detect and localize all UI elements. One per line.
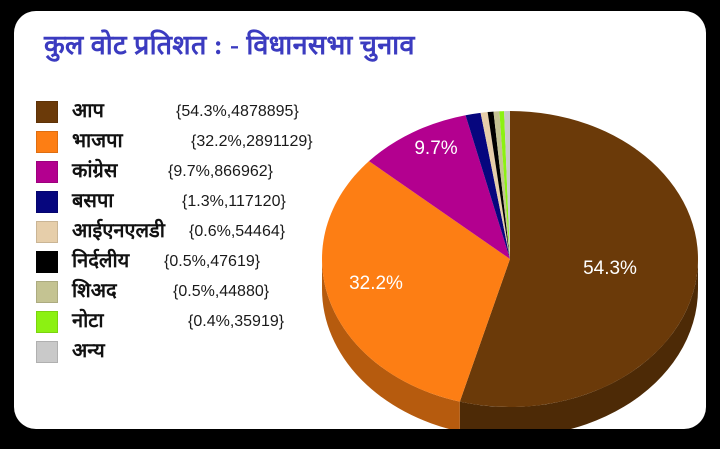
legend-item-label: शिअद (72, 280, 117, 302)
slice-label-aap: 54.3% (583, 258, 637, 279)
legend-color-swatch (36, 161, 58, 183)
legend-color-swatch (36, 341, 58, 363)
legend-color-swatch (36, 251, 58, 273)
slice-label-bjp: 32.2% (349, 273, 403, 294)
pie-slice[interactable] (504, 110, 510, 259)
page-title: कुल वोट प्रतिशत : - विधानसभा चुनाव (44, 30, 415, 60)
legend-item-label: नोटा (72, 310, 104, 332)
chart-legend: आप {54.3%,4878895} भाजपा {32.2%,2891129} कां… (36, 97, 326, 367)
legend-item-label: निर्दलीय (72, 250, 130, 272)
pie-slice[interactable] (480, 112, 510, 259)
legend-color-swatch (36, 101, 58, 123)
pie-3d-depth-group (322, 259, 698, 429)
pie-slice-labels-group: 54.3% 32.2% 9.7% (349, 138, 637, 294)
pie-chart-svg: 54.3% 32.2% 9.7% (322, 110, 699, 429)
legend-color-swatch (36, 191, 58, 213)
legend-item-label: आईएनएलडी (72, 220, 165, 242)
legend-item-label: अन्य (72, 340, 105, 362)
legend-item[interactable]: नोटा {0.4%,35919} (36, 307, 326, 337)
pie-slice-depth (459, 259, 698, 429)
legend-item[interactable]: निर्दलीय {0.5%,47619} (36, 247, 326, 277)
legend-item-value: {0.5%,44880} (173, 283, 270, 300)
legend-item-value: {54.3%,4878895} (176, 103, 299, 120)
pie-slice[interactable] (368, 115, 510, 259)
legend-item[interactable]: शिअद {0.5%,44880} (36, 277, 326, 307)
legend-color-swatch (36, 281, 58, 303)
pie-slice[interactable] (493, 111, 510, 260)
legend-item-value: {0.5%,47619} (164, 253, 261, 270)
pie-slice-depth (322, 259, 460, 429)
legend-item[interactable]: बसपा {1.3%,117120} (36, 187, 326, 217)
legend-color-swatch (36, 131, 58, 153)
pie-slice[interactable] (322, 161, 510, 402)
legend-color-swatch (36, 311, 58, 333)
pie-slice[interactable] (465, 112, 510, 259)
legend-item-value: {32.2%,2891129} (191, 133, 313, 150)
legend-item-value: {1.3%,117120} (182, 193, 286, 210)
pie-slice[interactable] (459, 111, 699, 407)
legend-item[interactable]: कांग्रेस {9.7%,866962} (36, 157, 326, 187)
legend-color-swatch (36, 221, 58, 243)
legend-item-value: {9.7%,866962} (168, 163, 273, 180)
legend-item-value: {0.4%,35919} (188, 313, 285, 330)
legend-item-label: आप (72, 100, 104, 122)
legend-item[interactable]: आईएनएलडी {0.6%,54464} (36, 217, 326, 247)
legend-item[interactable]: आप {54.3%,4878895} (36, 97, 326, 127)
legend-item-label: बसपा (72, 190, 114, 212)
legend-item-label: भाजपा (72, 130, 123, 152)
legend-item[interactable]: भाजपा {32.2%,2891129} (36, 127, 326, 157)
pie-chart: 54.3% 32.2% 9.7% (310, 89, 706, 429)
slice-label-congress: 9.7% (414, 138, 457, 159)
pie-slice[interactable] (487, 111, 510, 259)
legend-item-label: कांग्रेस (72, 160, 118, 182)
legend-item[interactable]: अन्य (36, 337, 326, 367)
pie-slice[interactable] (499, 111, 510, 259)
legend-item-value: {0.6%,54464} (189, 223, 286, 240)
pie-top-face-group (322, 110, 699, 407)
chart-panel: कुल वोट प्रतिशत : - विधानसभा चुनाव आप {54… (14, 11, 706, 429)
